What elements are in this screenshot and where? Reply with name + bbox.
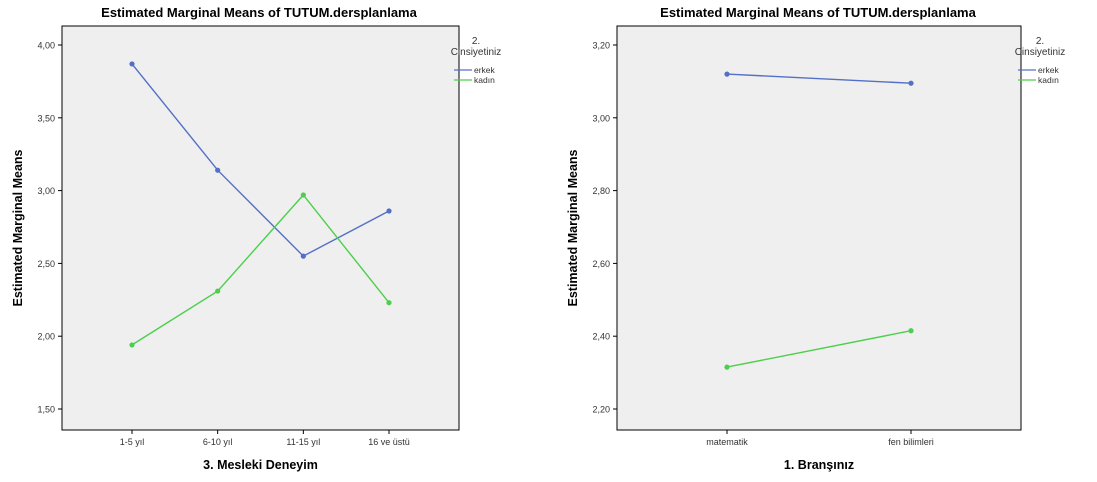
y-axis-label: Estimated Marginal Means [11,149,25,306]
chart-1: Estimated Marginal Means of TUTUM.derspl… [11,5,501,472]
x-tick-label: fen bilimleri [888,437,934,447]
data-point-erkek [386,208,392,214]
x-axis-label: 3. Mesleki Deneyim [203,458,318,472]
chart-2: Estimated Marginal Means of TUTUM.derspl… [566,5,1065,472]
data-point-kadın [386,300,392,306]
y-tick-label: 2,50 [37,259,55,269]
y-tick-label: 1,50 [37,405,55,415]
series-line-erkek [131,63,390,257]
plot-area [61,25,460,431]
chart-title: Estimated Marginal Means of TUTUM.derspl… [101,5,417,20]
series-line-kadın [131,193,390,346]
data-point-kadın [300,192,306,198]
data-point-kadın [908,328,914,334]
y-tick-label: 3,50 [37,113,55,123]
y-tick-label: 2,60 [592,259,610,269]
y-tick-label: 2,20 [592,405,610,415]
y-tick-label: 2,80 [592,186,610,196]
data-point-kadın [129,342,135,348]
legend-label-kadın: kadın [474,75,495,85]
y-tick-label: 2,00 [37,332,55,342]
chart-title: Estimated Marginal Means of TUTUM.derspl… [660,5,976,20]
legend-label-erkek: erkek [474,65,496,75]
legend-label-kadın: kadın [1038,75,1059,85]
plot-area [616,25,1022,431]
x-axis-label: 1. Branşınız [784,458,854,472]
x-tick-label: 16 ve üstü [368,437,410,447]
x-tick-label: 1-5 yıl [120,437,145,447]
data-point-kadın [724,364,730,370]
legend-label-erkek: erkek [1038,65,1060,75]
legend-title: 2. Cinsiyetiniz [1015,36,1066,58]
series-line-kadın [726,330,912,368]
y-tick-label: 4,00 [37,41,55,51]
data-point-erkek [300,253,306,259]
y-tick-label: 3,00 [37,186,55,196]
data-point-erkek [215,167,221,173]
data-point-erkek [724,71,730,77]
data-point-kadın [215,288,221,294]
y-tick-label: 3,00 [592,113,610,123]
y-tick-label: 3,20 [592,41,610,51]
data-point-erkek [908,80,914,86]
x-tick-label: 6-10 yıl [203,437,233,447]
y-tick-label: 2,40 [592,332,610,342]
y-axis-label: Estimated Marginal Means [566,149,580,306]
x-tick-label: matematik [706,437,748,447]
data-point-erkek [129,61,135,67]
series-line-erkek [726,73,912,84]
x-tick-label: 11-15 yıl [286,437,320,447]
